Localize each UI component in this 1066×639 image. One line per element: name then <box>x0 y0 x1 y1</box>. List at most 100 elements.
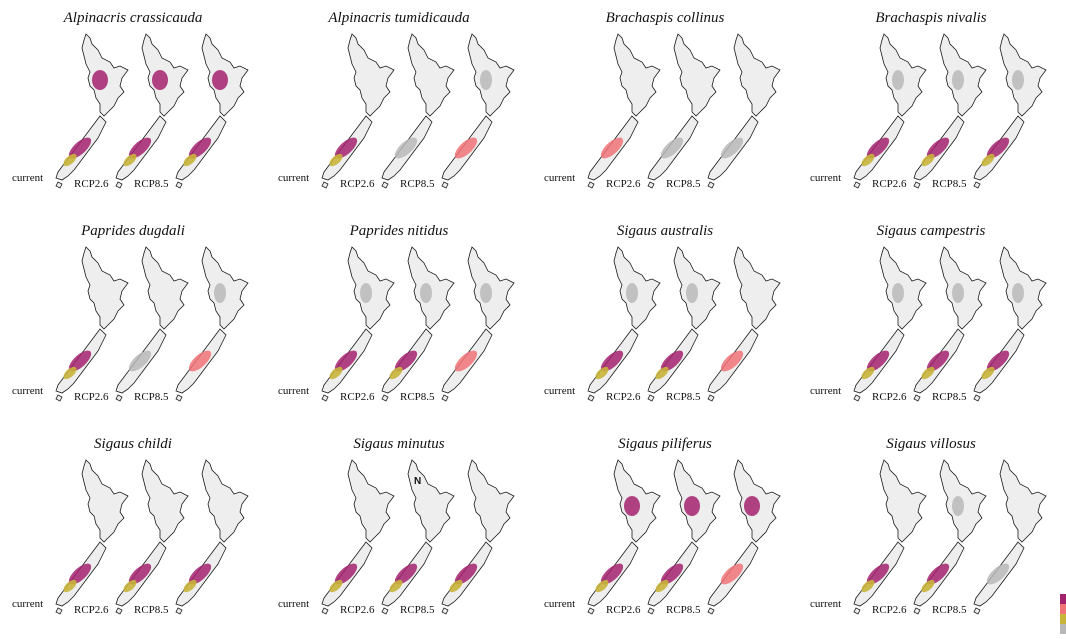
south-suitability-patch <box>128 350 152 372</box>
south-suitability-patch <box>655 366 669 380</box>
south-suitability-patch <box>188 563 212 585</box>
species-maps: current RCP2.6 RCP8.5 <box>278 33 515 190</box>
north-arrow-label: N <box>414 476 421 487</box>
south-suitability-patch <box>389 366 403 380</box>
south-suitability-patch <box>183 579 197 593</box>
stewart-island-outline <box>321 181 329 189</box>
stewart-island-outline <box>441 394 449 402</box>
scenario-label: RCP8.5 <box>666 391 701 403</box>
south-suitability-patch <box>595 579 609 593</box>
stewart-island-outline <box>973 394 981 402</box>
scenario-label: current <box>278 598 309 610</box>
south-suitability-patch <box>68 563 92 585</box>
north-suitability-patch <box>480 70 492 90</box>
north-suitability-patch <box>152 70 168 90</box>
species-panel: Sigaus childi current RCP2.6 RCP8.5 <box>0 426 266 639</box>
south-suitability-patch <box>394 137 418 159</box>
legend-swatch <box>1060 614 1066 624</box>
north-suitability-patch <box>952 70 964 90</box>
stewart-island-outline <box>647 394 655 402</box>
south-suitability-patch <box>866 350 890 372</box>
stewart-island-outline <box>381 181 389 189</box>
species-maps: current RCP2.6 RCP8.5 N <box>278 459 515 616</box>
stewart-island-outline <box>115 394 123 402</box>
species-panel: Sigaus campestris current RCP2.6 RCP8.5 <box>798 213 1064 426</box>
south-suitability-patch <box>861 153 875 167</box>
species-panel: Sigaus villosus current RCP2.6 RCP8.5 <box>798 426 1064 639</box>
legend-color-ramp <box>1060 594 1066 634</box>
north-island-outline <box>467 459 515 543</box>
south-suitability-patch <box>329 579 343 593</box>
species-title: Brachaspis nivalis <box>875 10 987 26</box>
south-suitability-patch <box>68 137 92 159</box>
species-maps: current RCP2.6 RCP8.5 <box>12 33 249 190</box>
south-suitability-patch <box>660 563 684 585</box>
scenario-label: RCP2.6 <box>606 391 641 403</box>
scenario-label: RCP2.6 <box>872 604 907 616</box>
legend-swatch <box>1060 594 1066 604</box>
species-maps: current RCP2.6 RCP8.5 <box>278 246 515 403</box>
species-title: Sigaus villosus <box>886 436 976 452</box>
south-suitability-patch <box>68 350 92 372</box>
south-suitability-patch <box>981 153 995 167</box>
stewart-island-outline <box>853 607 861 615</box>
stewart-island-outline <box>973 181 981 189</box>
species-title: Brachaspis collinus <box>605 10 725 26</box>
stewart-island-outline <box>175 607 183 615</box>
species-maps: current RCP2.6 RCP8.5 <box>810 246 1047 403</box>
scenario-label: current <box>810 385 841 397</box>
north-suitability-patch <box>214 283 226 303</box>
scenario-label: RCP2.6 <box>340 391 375 403</box>
south-suitability-patch <box>63 579 77 593</box>
scenario-label: RCP8.5 <box>932 604 967 616</box>
stewart-island-outline <box>115 607 123 615</box>
species-panel: Paprides nitidus current RCP2.6 RCP8.5 <box>266 213 532 426</box>
south-suitability-patch <box>921 579 935 593</box>
scenario-label: RCP8.5 <box>134 604 169 616</box>
south-suitability-patch <box>981 366 995 380</box>
stewart-island-outline <box>853 394 861 402</box>
scenario-label: RCP8.5 <box>134 178 169 190</box>
species-title: Paprides nitidus <box>349 223 449 239</box>
stewart-island-outline <box>647 181 655 189</box>
south-suitability-patch <box>128 137 152 159</box>
north-suitability-patch <box>1012 70 1024 90</box>
stewart-island-outline <box>647 607 655 615</box>
south-suitability-patch <box>861 366 875 380</box>
stewart-island-outline <box>913 607 921 615</box>
south-suitability-patch <box>188 350 212 372</box>
stewart-island-outline <box>587 394 595 402</box>
north-island-outline <box>81 246 129 330</box>
species-panel: Sigaus piliferus current RCP2.6 RCP8.5 <box>532 426 798 639</box>
species-title: Sigaus piliferus <box>618 436 712 452</box>
north-suitability-patch <box>626 283 638 303</box>
stewart-island-outline <box>973 607 981 615</box>
scenario-label: RCP8.5 <box>932 178 967 190</box>
stewart-island-outline <box>115 181 123 189</box>
south-suitability-patch <box>188 137 212 159</box>
south-suitability-patch <box>720 350 744 372</box>
legend-swatch <box>1060 604 1066 614</box>
north-island-outline <box>673 33 721 117</box>
north-island-outline <box>141 459 189 543</box>
scenario-label: RCP2.6 <box>74 604 109 616</box>
species-maps: current RCP2.6 RCP8.5 <box>544 33 781 190</box>
scenario-label: RCP8.5 <box>666 604 701 616</box>
north-suitability-patch <box>744 496 760 516</box>
south-suitability-patch <box>123 153 137 167</box>
north-suitability-patch <box>360 283 372 303</box>
species-maps: current RCP2.6 RCP8.5 <box>544 459 781 616</box>
legend-swatch <box>1060 624 1066 634</box>
south-suitability-patch <box>926 137 950 159</box>
scenario-label: current <box>544 598 575 610</box>
north-island-outline <box>613 33 661 117</box>
south-suitability-patch <box>866 563 890 585</box>
south-suitability-patch <box>600 137 624 159</box>
scenario-label: current <box>278 385 309 397</box>
species-maps: current RCP2.6 RCP8.5 <box>810 33 1047 190</box>
south-suitability-patch <box>394 350 418 372</box>
stewart-island-outline <box>853 181 861 189</box>
north-island-outline <box>733 246 781 330</box>
species-title: Sigaus campestris <box>876 223 986 239</box>
stewart-island-outline <box>175 181 183 189</box>
